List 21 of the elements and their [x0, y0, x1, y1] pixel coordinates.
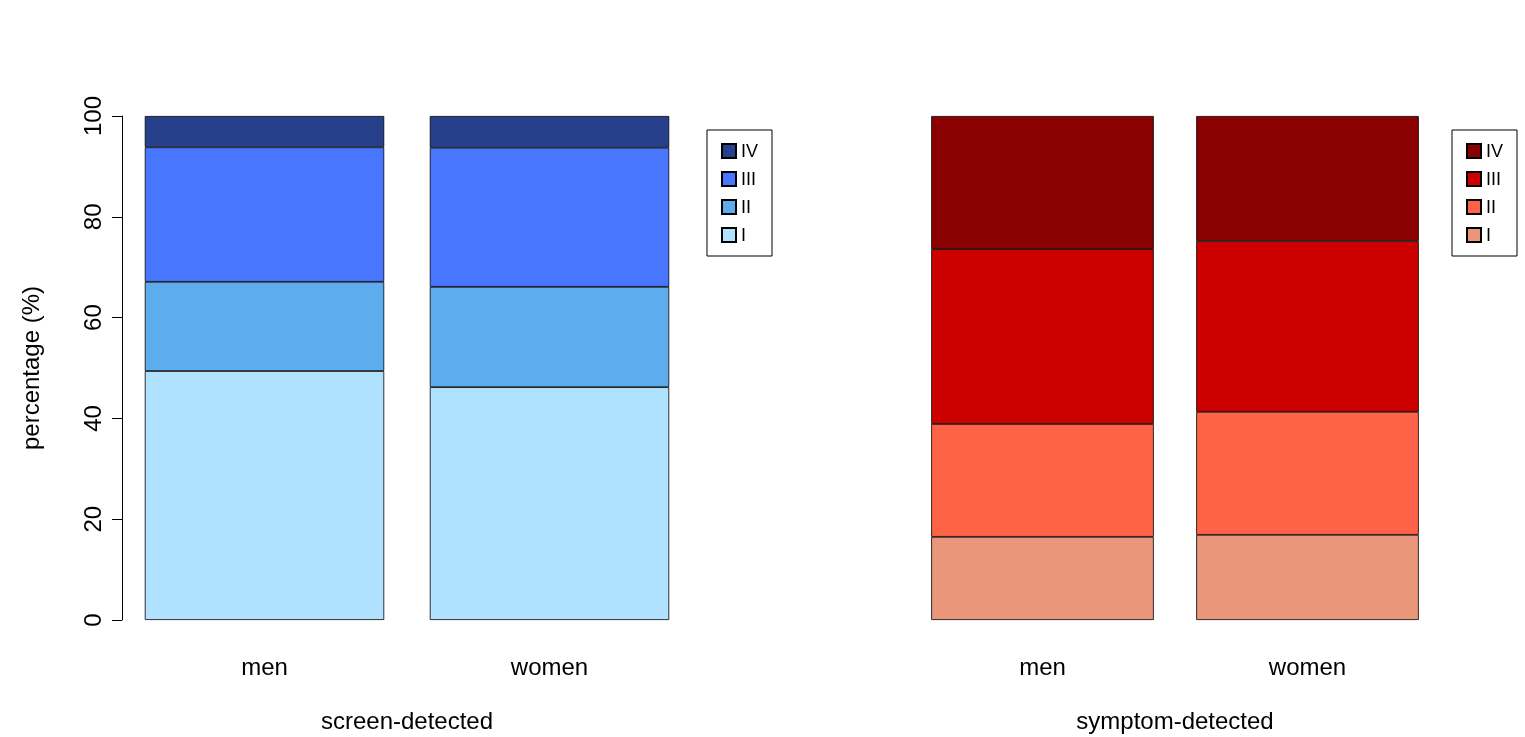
- x-tick-label: women: [1267, 652, 1347, 680]
- legend-label: III: [740, 169, 757, 189]
- y-tick-label: 0: [78, 613, 106, 627]
- x-axis-title: symptom-detected: [1076, 706, 1274, 734]
- x-tick-label: men: [241, 652, 288, 680]
- legend-label: II: [1485, 197, 1497, 217]
- y-tick-label: 60: [78, 304, 106, 331]
- legend-label: II: [740, 197, 752, 217]
- legend-label: I: [1485, 225, 1492, 245]
- y-tick-label: 80: [78, 203, 106, 231]
- x-axis-title: screen-detected: [320, 706, 494, 734]
- legend-label: IV: [740, 141, 759, 161]
- legend-label: III: [1485, 169, 1502, 189]
- y-tick-label: 40: [78, 405, 106, 432]
- legend-label: I: [740, 225, 747, 245]
- legend-label: IV: [1485, 141, 1504, 161]
- x-tick-label: women: [509, 652, 589, 680]
- y-tick-label: 20: [78, 505, 106, 533]
- y-axis-title: percentage (%): [16, 285, 44, 451]
- y-tick-label: 100: [78, 95, 106, 137]
- x-tick-label: men: [1019, 652, 1066, 680]
